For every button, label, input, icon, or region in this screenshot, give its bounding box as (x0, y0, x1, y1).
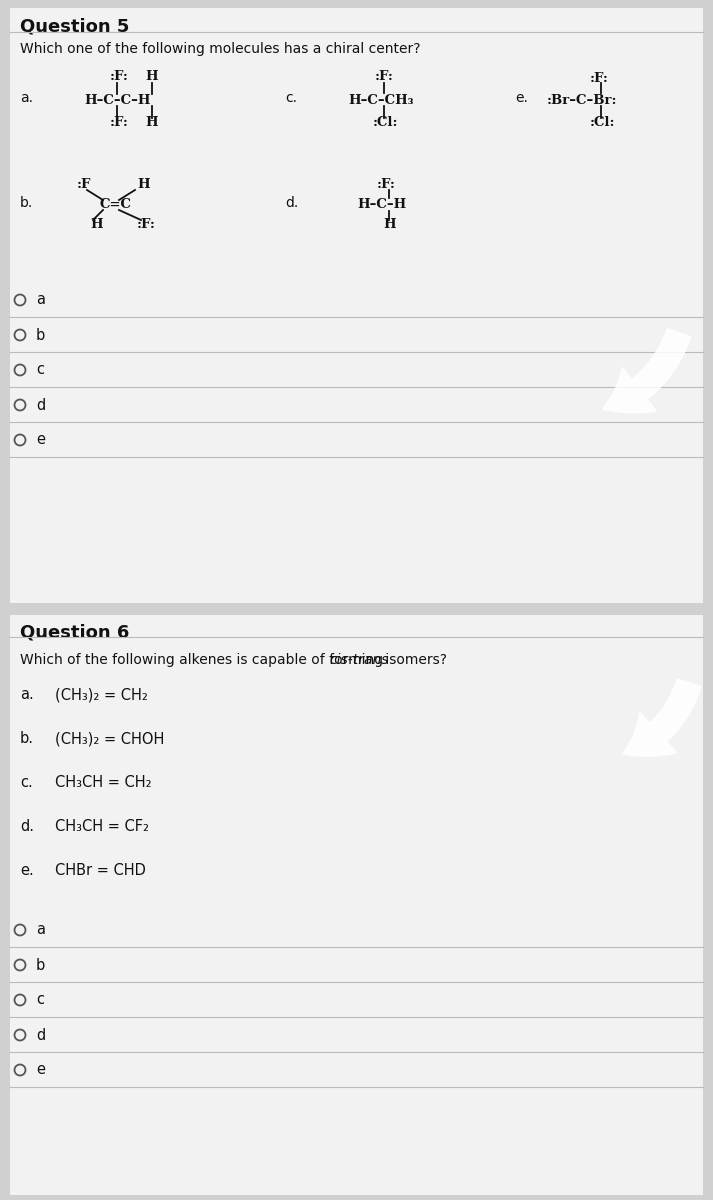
Text: H: H (145, 116, 158, 130)
Text: e: e (36, 1062, 45, 1078)
Text: e.: e. (20, 863, 34, 878)
Text: isomers?: isomers? (381, 653, 447, 667)
Text: c.: c. (20, 775, 33, 790)
Text: H–C–CH₃: H–C–CH₃ (348, 94, 414, 107)
Text: CHBr = CHD: CHBr = CHD (55, 863, 146, 878)
Text: :F:: :F: (137, 218, 156, 232)
Text: e.: e. (515, 91, 528, 104)
Text: a.: a. (20, 686, 34, 702)
Text: c.: c. (285, 91, 297, 104)
Text: cis-trans: cis-trans (329, 653, 389, 667)
Text: H–C–H: H–C–H (357, 198, 406, 211)
Bar (0, 602, 713, 614)
Text: :F:: :F: (375, 71, 394, 84)
Text: b.: b. (20, 196, 34, 210)
Text: :F:: :F: (110, 116, 129, 130)
Text: :F:: :F: (377, 179, 396, 192)
Text: CH₃CH = CF₂: CH₃CH = CF₂ (55, 818, 149, 834)
Text: H: H (145, 71, 158, 84)
Text: CH₃CH = CH₂: CH₃CH = CH₂ (55, 775, 152, 790)
Text: d.: d. (285, 196, 298, 210)
Text: Which one of the following molecules has a chiral center?: Which one of the following molecules has… (20, 42, 421, 56)
Text: Question 5: Question 5 (20, 17, 129, 35)
Text: e: e (36, 432, 45, 448)
FancyArrowPatch shape (622, 679, 701, 756)
Text: :F:: :F: (590, 72, 609, 84)
Text: c: c (36, 992, 44, 1008)
Text: (CH₃)₂ = CH₂: (CH₃)₂ = CH₂ (55, 686, 148, 702)
Text: d: d (36, 397, 45, 413)
Text: H–C–C–H: H–C–C–H (84, 94, 150, 107)
Text: :F: :F (77, 179, 91, 192)
FancyArrowPatch shape (602, 329, 691, 413)
Text: C=C: C=C (100, 198, 132, 211)
Text: a: a (36, 293, 45, 307)
Text: H: H (383, 218, 396, 232)
Text: b: b (36, 328, 45, 342)
Text: :F:: :F: (110, 71, 129, 84)
Text: c: c (36, 362, 44, 378)
Text: H: H (90, 218, 103, 232)
Text: :Cl:: :Cl: (373, 116, 399, 130)
Text: d.: d. (20, 818, 34, 834)
Text: :Cl:: :Cl: (590, 116, 615, 130)
Text: b.: b. (20, 731, 34, 746)
Text: H: H (137, 179, 150, 192)
Text: :Br–C–Br:: :Br–C–Br: (547, 94, 617, 107)
Bar (10, 614, 703, 1195)
Bar (10, 8, 703, 605)
Text: a: a (36, 923, 45, 937)
Text: (CH₃)₂ = CHOH: (CH₃)₂ = CHOH (55, 731, 165, 746)
Text: b: b (36, 958, 45, 972)
Text: d: d (36, 1027, 45, 1043)
Text: Question 6: Question 6 (20, 623, 129, 641)
Text: Which of the following alkenes is capable of forming: Which of the following alkenes is capabl… (20, 653, 387, 667)
Text: a.: a. (20, 91, 33, 104)
